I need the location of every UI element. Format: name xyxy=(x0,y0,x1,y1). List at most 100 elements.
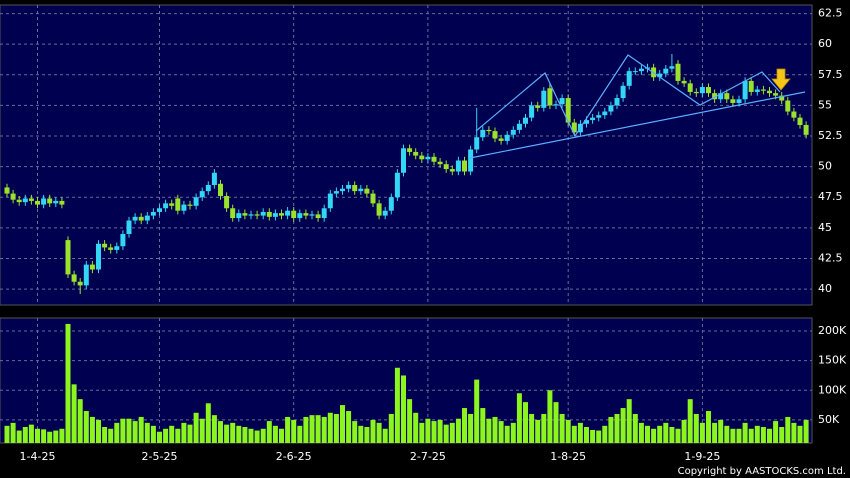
candle-body xyxy=(71,274,77,282)
candle-body xyxy=(211,172,217,185)
candle-body xyxy=(401,148,406,173)
volume-bar xyxy=(309,415,315,443)
volume-bar xyxy=(120,418,126,443)
candle-body xyxy=(114,246,120,250)
x-tick-label: 1-8-25 xyxy=(550,450,586,463)
volume-bar xyxy=(480,408,486,443)
volume-bar xyxy=(138,416,144,443)
volume-bar xyxy=(230,422,236,443)
volume-bar xyxy=(748,428,754,443)
y-tick-label: 52.5 xyxy=(818,129,843,142)
volume-bar xyxy=(315,415,321,443)
volume-bar xyxy=(327,412,333,443)
volume-bar xyxy=(205,403,211,443)
volume-bar xyxy=(663,422,669,443)
candle-body xyxy=(382,210,388,216)
y-tick-label: 100K xyxy=(818,383,847,396)
candle-body xyxy=(248,214,254,216)
volume-bar xyxy=(126,418,132,443)
volume-bar xyxy=(669,427,675,443)
volume-bar xyxy=(248,428,254,443)
candle-body xyxy=(47,198,53,204)
volume-bar xyxy=(382,428,388,443)
volume-bar xyxy=(492,416,498,443)
volume-bar xyxy=(169,425,175,443)
volume-bar xyxy=(742,422,748,443)
candle-body xyxy=(199,191,205,198)
volume-bar xyxy=(163,428,169,443)
candle-body xyxy=(340,188,345,192)
volume-bar xyxy=(541,413,547,443)
candle-body xyxy=(480,129,486,138)
volume-bar xyxy=(199,418,205,443)
volume-bar xyxy=(785,416,791,443)
volume-bar xyxy=(28,424,34,443)
candle-body xyxy=(523,117,528,124)
volume-bar xyxy=(193,412,199,443)
volume-bar xyxy=(486,418,492,443)
volume-bar xyxy=(523,402,528,443)
candle-body xyxy=(669,66,675,69)
candle-body xyxy=(803,125,809,135)
candle-body xyxy=(370,193,376,204)
volume-bar xyxy=(47,431,53,443)
candle-body xyxy=(407,148,413,152)
volume-bar xyxy=(10,422,16,443)
candle-body xyxy=(41,198,47,205)
candle-body xyxy=(187,204,193,206)
volume-bar xyxy=(760,427,766,443)
candle-body xyxy=(706,87,711,94)
volume-bar xyxy=(114,422,120,443)
volume-bar xyxy=(35,428,40,443)
candle-body xyxy=(516,123,522,130)
arrow-icon xyxy=(771,68,791,91)
volume-bar xyxy=(425,418,431,443)
y-tick-label: 57.5 xyxy=(818,68,843,81)
candle-body xyxy=(102,243,108,248)
candle-body xyxy=(4,187,10,194)
candle-body xyxy=(242,213,248,216)
candle-body xyxy=(291,210,297,219)
volume-bar xyxy=(394,367,400,443)
candle-body xyxy=(333,191,339,194)
candle-body xyxy=(486,129,492,132)
volume-bar xyxy=(260,428,266,443)
support-line xyxy=(469,91,806,159)
volume-bar xyxy=(236,425,242,443)
candle-body xyxy=(230,208,236,219)
copyright: Copyright by AASTOCKS.com Ltd. xyxy=(678,466,846,477)
volume-bar xyxy=(157,431,162,443)
volume-bar xyxy=(77,399,83,443)
candle-body xyxy=(584,120,589,124)
volume-bar xyxy=(401,375,406,443)
candle-body xyxy=(132,216,138,221)
volume-bar xyxy=(407,399,413,443)
candle-body xyxy=(22,198,28,203)
volume-bar xyxy=(504,425,510,443)
candle-body xyxy=(718,93,724,100)
candle-body xyxy=(35,200,40,205)
candle-body xyxy=(53,200,59,204)
volume-bar xyxy=(321,416,327,443)
volume-bar xyxy=(370,419,376,443)
volume-bar xyxy=(608,416,614,443)
candle-body xyxy=(565,98,571,123)
y-tick-label: 50K xyxy=(818,413,840,426)
volume-bar xyxy=(712,422,718,443)
candle-body xyxy=(529,105,535,118)
volume-bar xyxy=(773,421,779,443)
candle-body xyxy=(767,90,772,94)
candle-body xyxy=(620,85,626,99)
candle-body xyxy=(748,80,754,92)
volume-bar xyxy=(132,421,138,443)
candle-body xyxy=(541,90,547,108)
volume-bar xyxy=(449,422,455,443)
candle-body xyxy=(266,211,272,217)
volume-bar xyxy=(791,422,797,443)
volume-bar xyxy=(455,418,461,443)
volume-bar xyxy=(53,430,59,443)
volume-bar xyxy=(602,425,608,443)
candle-body xyxy=(65,240,71,275)
candle-body xyxy=(724,93,730,100)
